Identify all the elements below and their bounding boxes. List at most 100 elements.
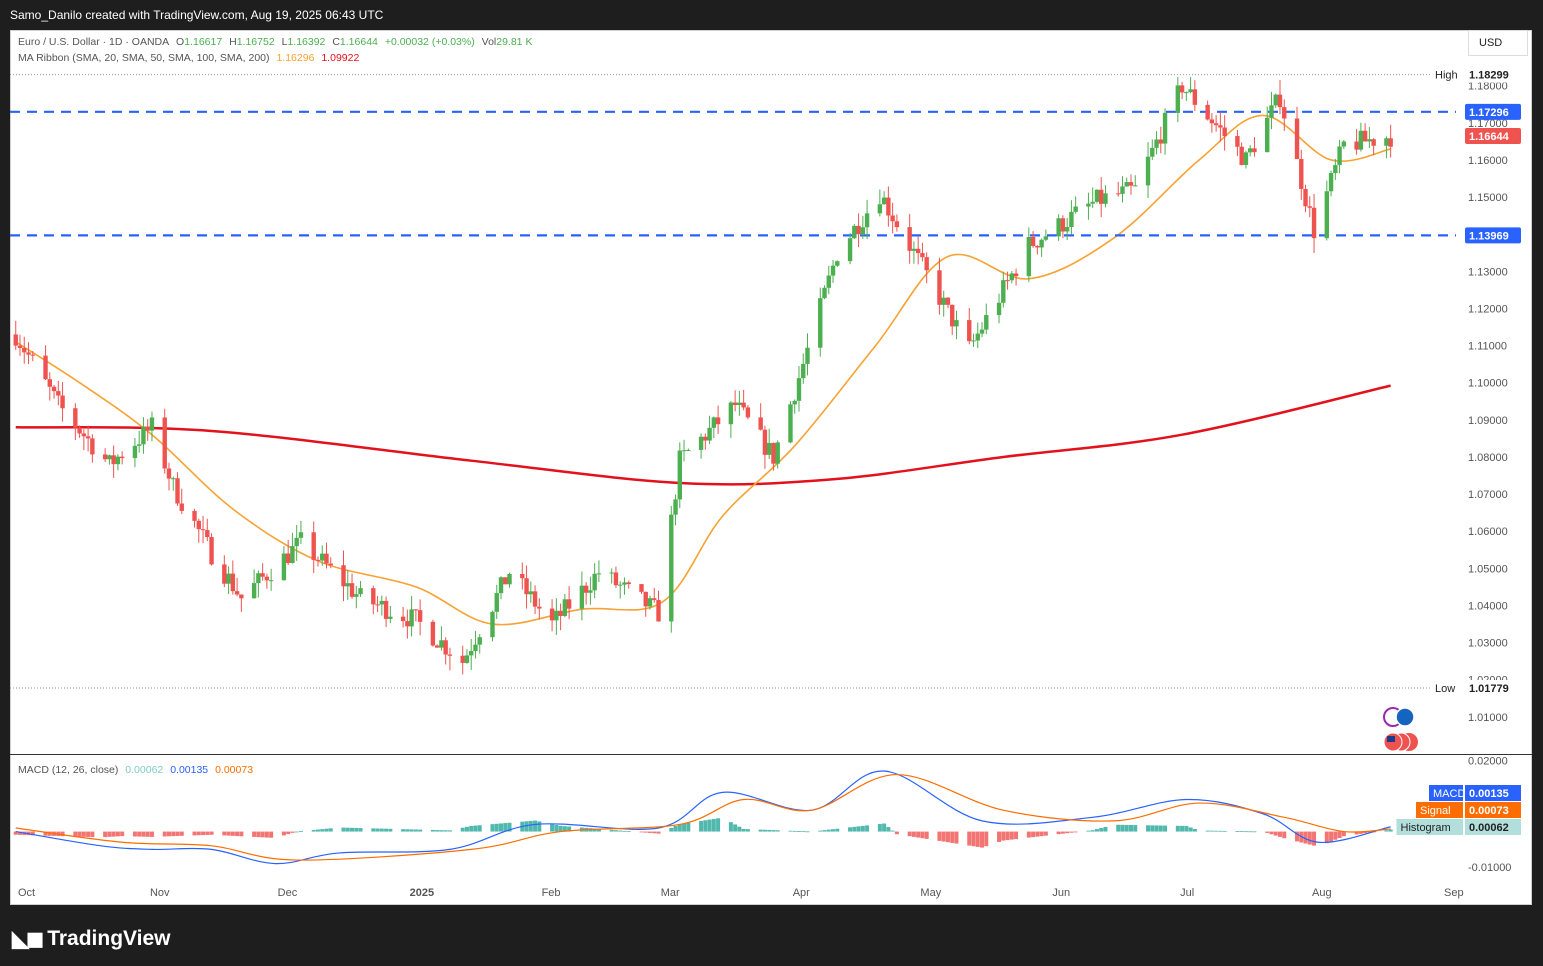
- candle-body: [528, 591, 534, 595]
- candle-body: [85, 436, 91, 439]
- histogram-bar: [613, 830, 618, 832]
- candle-body: [73, 408, 78, 428]
- histogram-bar: [269, 831, 274, 838]
- candle: [715, 405, 721, 435]
- currency-button[interactable]: USD: [1468, 30, 1528, 56]
- tradingview-logo[interactable]: ◣◼ TradingView: [12, 926, 171, 952]
- chart-canvas[interactable]: 1.190001.180001.170001.160001.150001.140…: [10, 30, 1532, 905]
- candle: [1162, 108, 1168, 155]
- histogram-bar: [528, 820, 533, 832]
- candle-body: [1235, 136, 1240, 147]
- candle-body: [90, 438, 95, 455]
- candle-body: [298, 532, 304, 538]
- histogram-bar: [1129, 825, 1134, 832]
- candle: [60, 382, 65, 422]
- candle-body: [971, 340, 976, 342]
- macd-label-tag: MACD: [1433, 788, 1465, 800]
- price-axis[interactable]: 1.190001.180001.170001.160001.150001.140…: [1468, 44, 1508, 724]
- histogram-bar: [379, 828, 384, 832]
- candle-body: [222, 564, 227, 584]
- histogram-bar: [924, 831, 929, 839]
- candle: [417, 599, 423, 636]
- candle-body: [1145, 156, 1151, 186]
- open-label: O: [176, 36, 185, 48]
- horizontal-levels[interactable]: [10, 110, 1456, 237]
- candle-body: [1069, 211, 1074, 227]
- candle: [681, 439, 687, 462]
- candle: [613, 566, 619, 588]
- candle-body: [503, 577, 508, 585]
- candle-body: [383, 600, 389, 619]
- histogram-bar: [260, 831, 265, 838]
- candle-body: [460, 655, 465, 663]
- candle: [847, 233, 853, 265]
- price-label-tag-box: [1430, 679, 1462, 696]
- candle-body: [1056, 218, 1061, 237]
- histogram-bar: [341, 827, 346, 832]
- candle-body: [669, 514, 674, 622]
- candle-body: [826, 275, 831, 288]
- candle: [503, 577, 508, 585]
- candle: [856, 213, 861, 248]
- histogram-bar: [639, 831, 644, 833]
- candle: [1145, 142, 1151, 198]
- candle: [579, 571, 585, 621]
- candle: [796, 366, 802, 412]
- histogram-bar: [737, 826, 742, 832]
- ma-value-200: 1.09922: [321, 52, 360, 64]
- histogram-bar: [111, 831, 116, 837]
- histogram-bar: [252, 831, 257, 837]
- histogram-bar: [1188, 827, 1193, 832]
- candle: [102, 448, 108, 463]
- candle: [77, 425, 82, 438]
- candle-body: [268, 580, 274, 582]
- candle-body: [945, 297, 951, 305]
- candle-body: [409, 609, 414, 627]
- candle-body: [1043, 236, 1049, 240]
- candle-body: [443, 640, 448, 655]
- histogram-bar: [196, 831, 201, 836]
- histogram-bar: [137, 831, 142, 837]
- price-tick-label: 1.08000: [1468, 452, 1508, 464]
- candle: [447, 647, 453, 671]
- candle: [1026, 227, 1032, 282]
- candle-body: [864, 213, 870, 228]
- histogram-bar: [550, 824, 555, 832]
- signal-line: [15, 773, 1391, 861]
- candle-body: [1205, 104, 1210, 120]
- histogram-bar: [554, 824, 559, 832]
- time-axis[interactable]: Oct Nov Dec 2025 Feb Mar Apr May Jun Jul Aug Sep: [18, 887, 1464, 899]
- candle: [268, 568, 274, 591]
- close-label: C: [332, 36, 340, 48]
- candle-body: [230, 573, 236, 592]
- candle: [890, 202, 895, 234]
- time-tick-label: Dec: [278, 887, 298, 899]
- candle-body: [1103, 193, 1108, 204]
- candle-body: [179, 503, 184, 511]
- histogram-bar: [311, 829, 316, 832]
- event-flag-icon[interactable]: [1383, 707, 1415, 727]
- histogram-bar: [1312, 831, 1317, 846]
- candle: [443, 637, 448, 665]
- histogram-bar: [1065, 831, 1070, 834]
- candle: [1307, 196, 1312, 218]
- price-label: 1.01779 Low: [1430, 679, 1521, 696]
- candle-body: [375, 604, 380, 606]
- candle: [460, 645, 465, 675]
- time-tick-label: Apr: [793, 887, 810, 899]
- histogram-bar: [1043, 831, 1048, 836]
- price-tick-label: 1.17000: [1468, 118, 1508, 130]
- histogram-bar: [609, 829, 614, 832]
- candle-body: [111, 455, 116, 465]
- candle: [826, 265, 831, 295]
- us-calendar-icon[interactable]: [1383, 732, 1418, 752]
- candle: [937, 257, 942, 315]
- macd-hist-value: 0.00062: [125, 764, 164, 776]
- histogram-bar: [490, 824, 495, 832]
- candle: [626, 580, 631, 589]
- price-tick-label: 1.15000: [1468, 192, 1508, 204]
- candle: [56, 380, 61, 406]
- candle: [85, 425, 91, 452]
- candle-body: [1371, 139, 1376, 146]
- event-icons[interactable]: [1383, 707, 1418, 752]
